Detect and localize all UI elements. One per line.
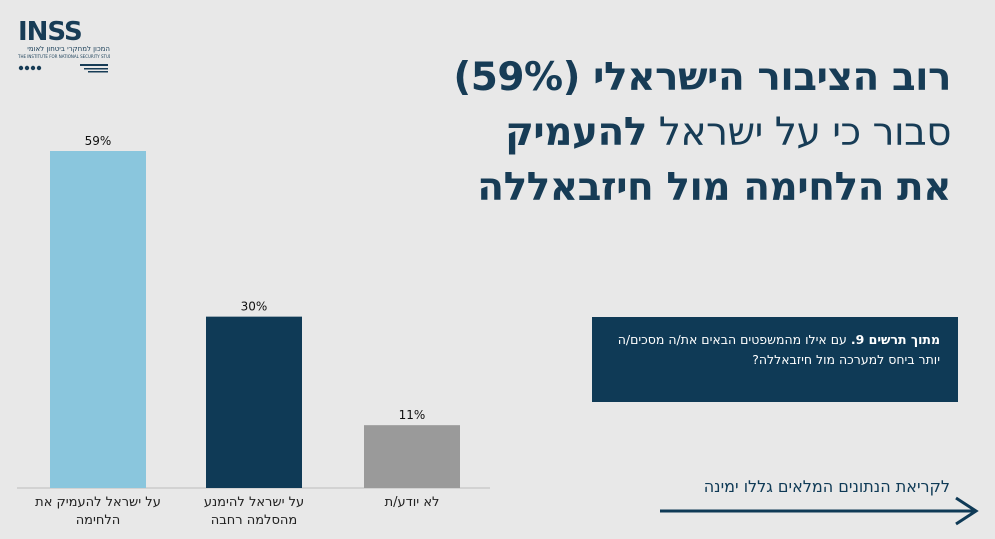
title-line-3: את הלחימה מול חיזבאללה (477, 165, 951, 210)
category-label-3: לא יודע/ת (384, 495, 440, 510)
logo-wordmark: INSS (18, 17, 83, 47)
question-prefix: מתוך תרשים 9. (850, 332, 940, 347)
logo-subtitle-he: המכון למחקרי ביטחון לאומי (27, 45, 110, 53)
category-label-1: על ישראל להעמיק את הלחימה (35, 495, 161, 528)
title-line-2-light: סבור כי על ישראל (646, 110, 952, 155)
title-line-2-bold: להעמיק (505, 110, 647, 155)
bar-1 (50, 151, 146, 488)
bar-3 (364, 425, 460, 488)
bar-2 (206, 316, 302, 488)
bar-value-label-3: 11% (399, 408, 426, 422)
bar-value-label-1: 59% (85, 134, 112, 148)
question-text: עם אילו מהמשפטים הבאים את/ה מסכים/ה יותר… (617, 332, 940, 367)
title-line-2: סבור כי על ישראל להעמיק (311, 105, 951, 160)
page-title: רוב הציבור הישראלי (59%) סבור כי על ישרא… (311, 50, 951, 215)
bar-value-label-2: 30% (241, 300, 268, 314)
survey-question-box: מתוך תרשים 9. עם אילו מהמשפטים הבאים את/… (592, 317, 958, 402)
title-line-1: רוב הציבור הישראלי (59%) (453, 55, 951, 100)
right-arrow-icon[interactable] (658, 494, 982, 528)
inss-logo: INSS המכון למחקרי ביטחון לאומי THE INSTI… (18, 18, 110, 76)
logo-partner-icons (18, 64, 108, 73)
logo-subtitle-en: THE INSTITUTE FOR NATIONAL SECURITY STUD… (18, 54, 110, 59)
category-label-2: על ישראל להימנע מהסלמה רחבה (203, 495, 305, 528)
scroll-hint: לקריאת הנתונים המלאים גללו ימינה (703, 477, 950, 496)
